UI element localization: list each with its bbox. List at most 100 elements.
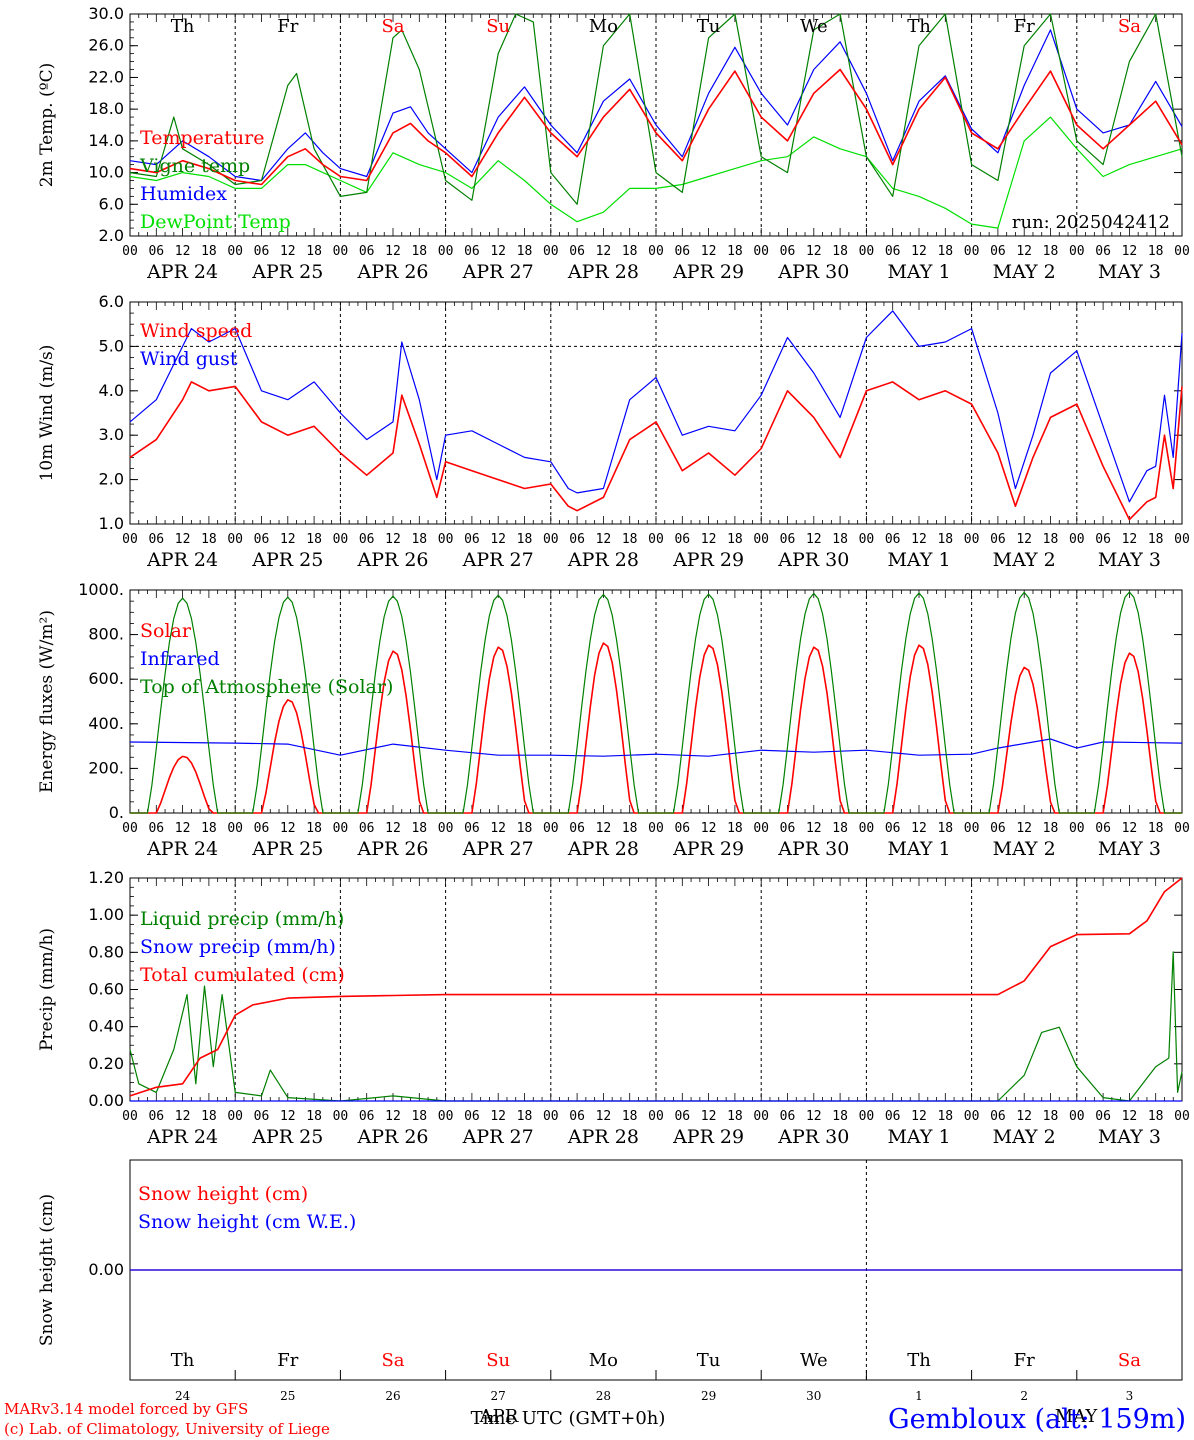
y-tick-label: 1.00 (88, 905, 124, 924)
hour-tick-label: 12 (385, 1109, 401, 1124)
legend-entry: Snow height (cm W.E.) (138, 1211, 356, 1233)
hour-tick-label: 06 (569, 1109, 585, 1124)
hour-tick-label: 00 (964, 244, 980, 259)
hour-tick-label: 06 (569, 532, 585, 547)
weekday-label: Su (486, 1350, 510, 1371)
y-tick-label: 0.00 (88, 1260, 124, 1279)
hour-tick-label: 12 (1016, 821, 1032, 836)
y-tick-label: 26.0 (88, 36, 124, 55)
hour-tick-label: 06 (674, 532, 690, 547)
day-number-label: 1 (915, 1389, 923, 1403)
hour-tick-label: 12 (385, 821, 401, 836)
y-tick-label: 18.0 (88, 99, 124, 118)
hour-tick-label: 18 (517, 821, 533, 836)
hour-tick-label: 00 (753, 1109, 769, 1124)
y-tick-label: 3.0 (99, 425, 124, 444)
hour-tick-label: 12 (701, 1109, 717, 1124)
hour-tick-label: 18 (201, 1109, 217, 1124)
y-tick-label: 2.0 (99, 470, 124, 489)
y-axis-title: 10m Wind (m/s) (37, 345, 57, 482)
hour-tick-label: 00 (333, 821, 349, 836)
y-tick-label: 600. (88, 669, 124, 688)
hour-tick-label: 12 (175, 821, 191, 836)
hour-tick-label: 12 (490, 1109, 506, 1124)
hour-tick-label: 18 (411, 821, 427, 836)
hour-tick-label: 06 (674, 821, 690, 836)
hour-tick-label: 06 (885, 532, 901, 547)
hour-tick-label: 18 (622, 532, 638, 547)
hour-tick-label: 00 (1174, 244, 1190, 259)
hour-tick-label: 18 (201, 532, 217, 547)
hour-tick-label: 00 (333, 532, 349, 547)
y-tick-label: 1.0 (99, 514, 124, 533)
station-label: Gembloux (alt: 159m) (888, 1404, 1186, 1435)
hour-tick-label: 00 (543, 821, 559, 836)
hour-tick-label: 12 (490, 532, 506, 547)
hour-tick-label: 12 (1016, 244, 1032, 259)
day-number-label: 25 (280, 1389, 295, 1403)
weekday-label: Sa (1118, 16, 1141, 37)
legend-entry: Snow precip (mm/h) (140, 936, 336, 958)
month-label-apr: APR (479, 1406, 519, 1427)
hour-tick-label: 00 (227, 244, 243, 259)
y-tick-label: 0.80 (88, 942, 124, 961)
hour-tick-label: 00 (122, 821, 138, 836)
hour-tick-label: 18 (517, 1109, 533, 1124)
hour-tick-label: 06 (885, 821, 901, 836)
legend-entry: Total cumulated (cm) (140, 964, 345, 986)
y-tick-label: 0.20 (88, 1054, 124, 1073)
series-line-temperature (129, 68, 1183, 186)
legend-entry: Temperature (140, 127, 264, 149)
date-label: APR 24 (146, 261, 218, 283)
hour-tick-label: 00 (333, 244, 349, 259)
hour-tick-label: 00 (1174, 821, 1190, 836)
series-line-humidex (129, 29, 1183, 182)
y-tick-label: 0.60 (88, 980, 124, 999)
date-label: MAY 1 (887, 261, 950, 283)
hour-tick-label: 00 (859, 821, 875, 836)
date-label: MAY 1 (887, 838, 950, 860)
hour-tick-label: 00 (227, 1109, 243, 1124)
hour-tick-label: 06 (254, 532, 270, 547)
hour-tick-label: 06 (885, 244, 901, 259)
y-axis-title: 2m Temp. (ºC) (37, 63, 57, 188)
date-label: APR 24 (146, 549, 218, 571)
hour-tick-label: 06 (990, 244, 1006, 259)
day-number-label: 30 (806, 1389, 821, 1403)
y-tick-label: 0. (109, 803, 124, 822)
hour-tick-label: 00 (648, 1109, 664, 1124)
legend-entry: Wind gust (140, 348, 238, 370)
date-label: APR 28 (567, 838, 639, 860)
hour-tick-label: 12 (1122, 821, 1138, 836)
hour-tick-label: 00 (1069, 532, 1085, 547)
hour-tick-label: 06 (254, 821, 270, 836)
hour-tick-label: 06 (674, 244, 690, 259)
hour-tick-label: 18 (832, 244, 848, 259)
date-label: APR 30 (777, 1126, 849, 1148)
hour-tick-label: 12 (385, 244, 401, 259)
series-line-total-cumulated-cm- (129, 877, 1183, 1097)
y-tick-label: 6.0 (99, 194, 124, 213)
y-tick-label: 2.0 (99, 226, 124, 245)
time-axis-title: Time UTC (GMT+0h) (471, 1408, 666, 1429)
date-label: MAY 3 (1098, 261, 1161, 283)
hour-tick-label: 00 (648, 244, 664, 259)
hour-tick-label: 00 (753, 532, 769, 547)
hour-tick-label: 06 (569, 821, 585, 836)
model-credit: MARv3.14 model forced by GFS (4, 1400, 248, 1418)
hour-tick-label: 18 (832, 532, 848, 547)
legend-entry: DewPoint Temp (140, 211, 291, 233)
hour-tick-label: 18 (937, 1109, 953, 1124)
run-annotation: run: 2025042412 (1012, 212, 1170, 233)
legend-entry: Vigne temp (139, 155, 250, 177)
hour-tick-label: 18 (937, 532, 953, 547)
y-tick-label: 4.0 (99, 381, 124, 400)
hour-tick-label: 18 (517, 532, 533, 547)
series-line-wind-gust (129, 310, 1183, 503)
weekday-label: Tu (697, 1350, 721, 1371)
hour-tick-label: 12 (701, 532, 717, 547)
hour-tick-label: 12 (701, 244, 717, 259)
hour-tick-label: 00 (859, 244, 875, 259)
hour-tick-label: 12 (1122, 244, 1138, 259)
